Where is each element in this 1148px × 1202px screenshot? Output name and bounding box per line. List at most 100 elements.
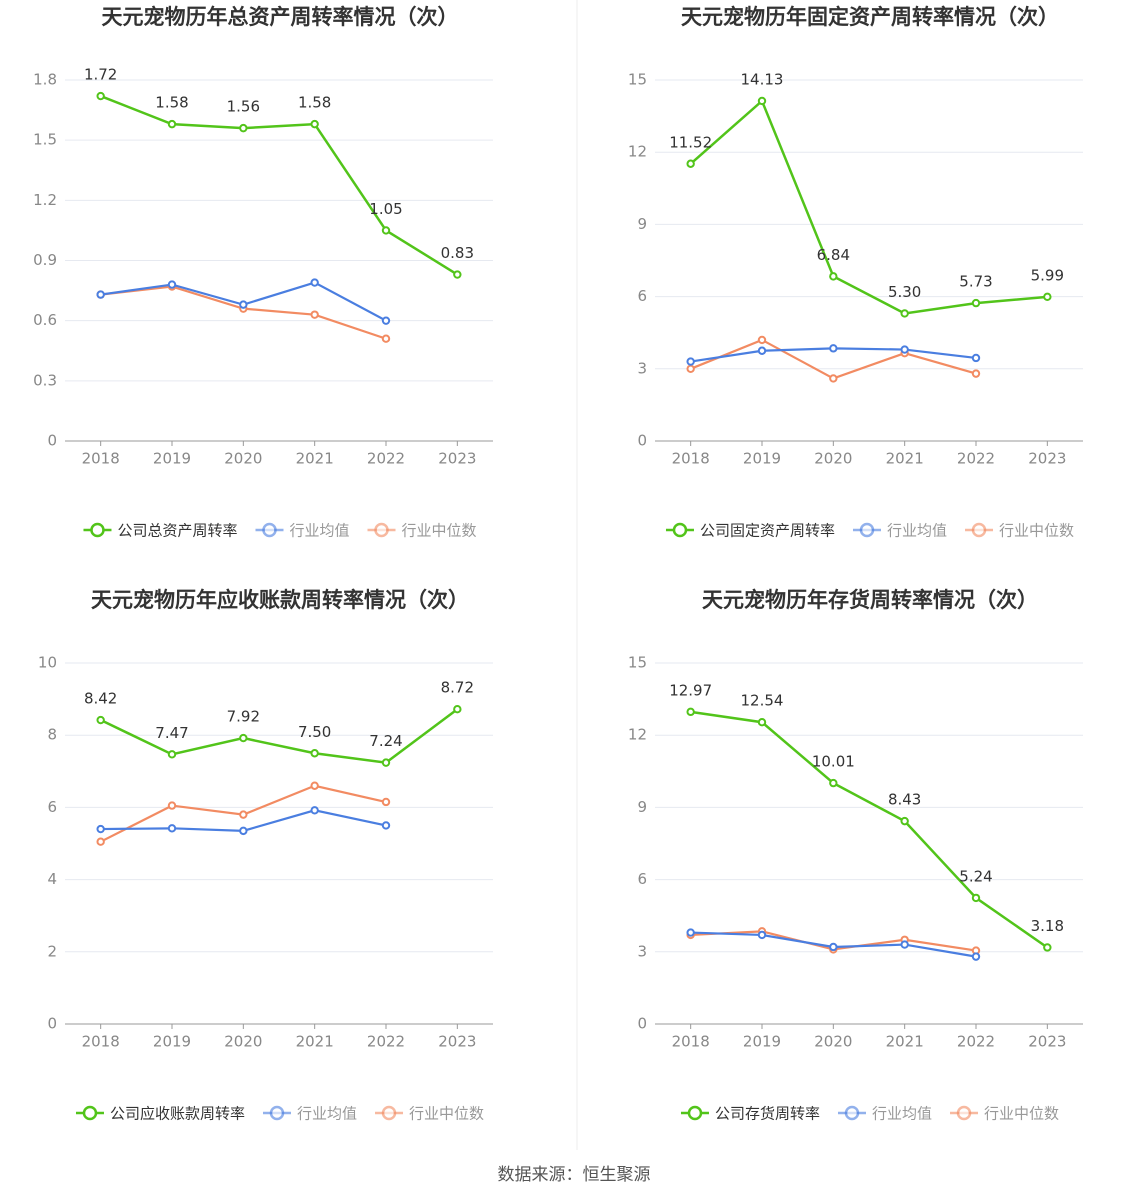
chart-panel: 天元宠物历年总资产周转率情况（次） 0 0.3 0.6 0.9 1.2 1.5 1.8 2018… <box>33 5 493 540</box>
chart-title: 天元宠物历年总资产周转率情况（次） <box>102 5 459 29</box>
source-note: 数据来源：恒生聚源 <box>498 1165 651 1185</box>
legend-item: 行业均值 <box>255 522 350 540</box>
data-point <box>239 810 248 819</box>
legend-marker <box>859 522 875 538</box>
x-tick-label: 2018 <box>672 1033 710 1051</box>
x-tick-label: 2021 <box>296 450 334 468</box>
legend-label: 行业中位数 <box>984 1105 1059 1123</box>
data-point <box>829 942 838 952</box>
x-tick-label: 2018 <box>82 450 120 468</box>
chart-panel: 天元宠物历年应收账款周转率情况（次） 0 2 4 6 8 10 2018 2019 2020 202… <box>38 588 493 1123</box>
legend-marker <box>269 1105 285 1121</box>
data-label: 7.24 <box>369 732 402 750</box>
y-tick-label: 12 <box>628 726 647 744</box>
data-label: 1.56 <box>227 98 260 116</box>
x-tick-label: 2022 <box>367 1033 405 1051</box>
y-tick-label: 0 <box>47 1015 57 1033</box>
data-label: 10.01 <box>812 753 855 771</box>
data-point <box>167 119 177 129</box>
data-point <box>310 278 319 287</box>
data-point <box>239 123 248 133</box>
legend-marker <box>82 1105 98 1121</box>
y-tick-label: 3 <box>637 942 647 960</box>
y-tick-label: 0 <box>637 1015 647 1033</box>
data-label: 5.24 <box>959 867 992 885</box>
data-point <box>686 159 695 168</box>
x-tick-label: 2019 <box>153 450 191 468</box>
data-label: 7.92 <box>227 708 260 726</box>
y-tick-label: 0.9 <box>33 251 57 269</box>
data-label: 5.99 <box>1031 266 1064 284</box>
x-tick-label: 2021 <box>296 1033 334 1051</box>
y-tick-label: 0.6 <box>33 311 57 329</box>
legend-item: 行业均值 <box>852 522 947 540</box>
x-tick-label: 2019 <box>153 1033 191 1051</box>
data-point <box>381 821 391 830</box>
data-point <box>971 369 981 378</box>
data-point <box>686 928 695 937</box>
data-point <box>900 940 909 949</box>
data-point <box>971 353 981 363</box>
legend-item: 行业均值 <box>262 1105 357 1123</box>
data-label: 1.05 <box>369 200 402 218</box>
data-label: 14.13 <box>741 70 784 88</box>
x-tick-label: 2021 <box>886 450 924 468</box>
legend-item: 公司总资产周转率 <box>83 522 237 540</box>
data-point <box>829 272 838 281</box>
x-tick-label: 2023 <box>1028 1033 1066 1051</box>
legend-label: 行业均值 <box>297 1105 357 1123</box>
x-tick-label: 2018 <box>82 1033 120 1051</box>
data-label: 7.47 <box>155 724 188 742</box>
y-tick-label: 2 <box>47 942 57 960</box>
x-tick-label: 2022 <box>367 450 405 468</box>
x-tick-label: 2018 <box>672 450 710 468</box>
x-tick-label: 2020 <box>224 1033 262 1051</box>
legend-marker <box>672 522 688 538</box>
data-point <box>167 824 177 833</box>
data-point <box>239 733 248 743</box>
data-point <box>96 837 105 846</box>
data-label: 7.50 <box>298 723 331 741</box>
data-point <box>381 226 391 235</box>
y-tick-label: 10 <box>38 654 57 672</box>
x-tick-label: 2022 <box>957 1033 995 1051</box>
data-label: 1.58 <box>155 94 188 112</box>
chart-title: 天元宠物历年应收账款周转率情况（次） <box>91 588 469 612</box>
data-point <box>310 119 319 129</box>
series-line <box>100 708 459 764</box>
data-label: 0.83 <box>441 244 474 262</box>
legend-item: 行业中位数 <box>367 522 477 540</box>
y-tick-label: 12 <box>628 143 647 161</box>
data-point <box>310 781 319 790</box>
legend-label: 公司存货周转率 <box>715 1105 820 1123</box>
chart-panel: 天元宠物历年存货周转率情况（次） 0 3 6 9 12 15 2018 2019 2020 2021… <box>628 588 1083 1123</box>
legend-item: 公司固定资产周转率 <box>665 522 835 540</box>
legend-marker <box>374 522 389 538</box>
legend-item: 行业中位数 <box>965 522 1074 540</box>
y-tick-label: 4 <box>47 870 57 888</box>
data-point <box>971 952 981 961</box>
y-tick-label: 6 <box>47 798 57 816</box>
legend-label: 行业均值 <box>872 1105 932 1123</box>
data-point <box>239 826 248 836</box>
data-point <box>900 309 909 318</box>
legend-marker <box>956 1105 972 1121</box>
data-label: 3.18 <box>1031 917 1064 935</box>
data-point <box>453 270 462 279</box>
data-point <box>239 300 248 309</box>
y-tick-label: 1.5 <box>33 131 57 149</box>
data-point <box>686 357 695 366</box>
data-point <box>381 316 391 325</box>
legend-item: 行业均值 <box>837 1105 932 1123</box>
y-tick-label: 0.3 <box>33 371 57 389</box>
y-tick-label: 9 <box>637 798 647 816</box>
data-point <box>453 705 462 714</box>
data-point <box>1043 943 1052 952</box>
data-point <box>310 806 319 815</box>
x-tick-label: 2023 <box>438 450 476 468</box>
data-label: 12.54 <box>741 692 784 710</box>
data-point <box>971 298 981 308</box>
data-point <box>96 290 105 299</box>
y-tick-label: 0 <box>637 432 647 450</box>
chart-panel: 天元宠物历年固定资产周转率情况（次） 0 3 6 9 12 15 2018 2019 2020 20… <box>628 5 1083 540</box>
